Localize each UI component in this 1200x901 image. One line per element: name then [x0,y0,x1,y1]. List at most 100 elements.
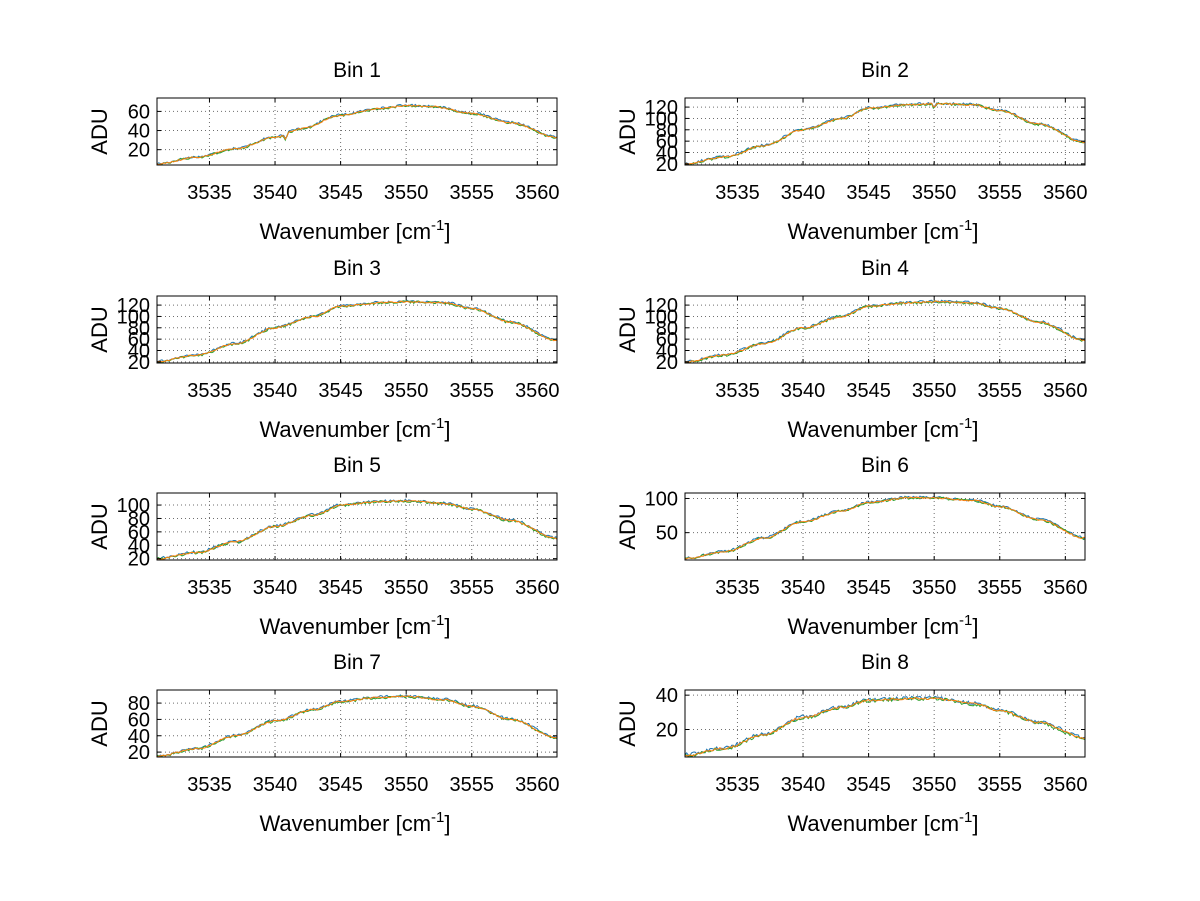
x-tick-label: 3540 [253,380,298,402]
x-tick-label: 3555 [978,182,1023,204]
x-axis-label-close: ] [972,417,978,442]
x-tick-label: 3560 [515,380,560,402]
x-axis-label-main: Wavenumber [cm [787,219,959,244]
y-tick-label: 40 [128,341,150,363]
x-tick-label: 3535 [187,380,232,402]
x-tick-label: 3540 [781,577,826,599]
x-tick-label: 3545 [846,380,891,402]
x-tick-label: 3550 [912,774,957,796]
x-axis-label: Wavenumber [cm-1] [259,612,450,639]
x-axis-label-close: ] [972,614,978,639]
y-tick-label: 20 [128,742,150,764]
y-tick-label: 20 [128,140,150,162]
y-axis-label: ADU [615,700,640,746]
subplot-title: Bin 8 [861,651,909,674]
y-tick-label: 20 [656,720,678,742]
plot-area [685,296,1085,363]
x-axis-label-exponent: -1 [431,612,444,629]
y-tick-label: 40 [656,143,678,165]
y-tick-label: 120 [645,295,678,317]
x-tick-label: 3535 [187,577,232,599]
x-axis-label-exponent: -1 [431,415,444,432]
axes-box [156,295,558,364]
x-tick-label: 3550 [384,380,429,402]
x-tick-label: 3555 [450,774,495,796]
plot-area [157,493,557,560]
x-tick-label: 3540 [253,577,298,599]
x-tick-label: 3535 [187,774,232,796]
x-tick-label: 3540 [253,774,298,796]
x-tick-label: 3560 [1043,380,1088,402]
y-tick-label: 80 [656,120,678,142]
x-tick-label: 3535 [187,182,232,204]
series-line-3 [157,300,557,363]
x-axis-label-close: ] [444,614,450,639]
plot-area [685,493,1085,560]
x-axis-label-main: Wavenumber [cm [259,219,431,244]
x-tick-label: 3535 [715,182,760,204]
x-axis-label: Wavenumber [cm-1] [259,415,450,442]
x-axis-label-main: Wavenumber [cm [787,811,959,836]
x-tick-label: 3545 [846,577,891,599]
y-axis-label: ADU [87,306,112,352]
x-axis-label-exponent: -1 [431,217,444,234]
x-tick-label: 3545 [318,577,363,599]
x-tick-label: 3550 [384,182,429,204]
x-axis-label-close: ] [444,811,450,836]
series-line-3 [157,104,557,165]
axes-box [684,492,1086,561]
y-tick-label: 20 [656,352,678,374]
subplot-title: Bin 3 [333,257,381,280]
x-tick-label: 3555 [450,380,495,402]
y-tick-label: 60 [656,131,678,153]
plot-area [157,690,557,757]
x-axis-label-main: Wavenumber [cm [259,811,431,836]
y-tick-label: 120 [117,295,150,317]
x-axis-label-main: Wavenumber [cm [787,614,959,639]
axes-box [684,97,1086,166]
x-tick-label: 3555 [450,182,495,204]
y-tick-label: 40 [656,341,678,363]
series-line-3 [157,499,557,560]
y-tick-label: 100 [645,488,678,510]
y-tick-label: 60 [128,522,150,544]
x-axis-label-close: ] [972,219,978,244]
x-axis-label: Wavenumber [cm-1] [259,217,450,244]
x-tick-label: 3535 [715,774,760,796]
x-tick-label: 3545 [318,380,363,402]
y-tick-label: 80 [128,508,150,530]
series-line-3 [685,496,1085,560]
series-line-3 [157,695,557,757]
plot-area [685,690,1085,757]
x-axis-label: Wavenumber [cm-1] [787,612,978,639]
subplot-title: Bin 4 [861,257,909,280]
y-axis-label: ADU [87,108,112,154]
y-tick-label: 60 [128,709,150,731]
x-tick-label: 3540 [781,774,826,796]
plot-area [685,98,1085,165]
x-axis-label-exponent: -1 [959,612,972,629]
axes-box [156,689,558,758]
x-tick-label: 3555 [978,380,1023,402]
x-tick-label: 3545 [318,182,363,204]
x-tick-label: 3545 [846,182,891,204]
axes-box [156,97,558,166]
y-axis-label: ADU [615,108,640,154]
y-tick-label: 100 [645,306,678,328]
x-tick-label: 3560 [1043,774,1088,796]
plot-area [157,296,557,363]
y-tick-label: 40 [128,121,150,143]
x-tick-label: 3550 [912,380,957,402]
series-line-3 [685,697,1085,757]
subplot-6: 3535 3540 3545 3550 3555 3560 50 100 Bin 6 ADU Wav… [615,454,1088,639]
y-tick-label: 40 [128,726,150,748]
subplot-title: Bin 1 [333,59,381,82]
x-axis-label: Wavenumber [cm-1] [787,217,978,244]
subplot-title: Bin 6 [861,454,909,477]
series-line-3 [685,102,1085,165]
